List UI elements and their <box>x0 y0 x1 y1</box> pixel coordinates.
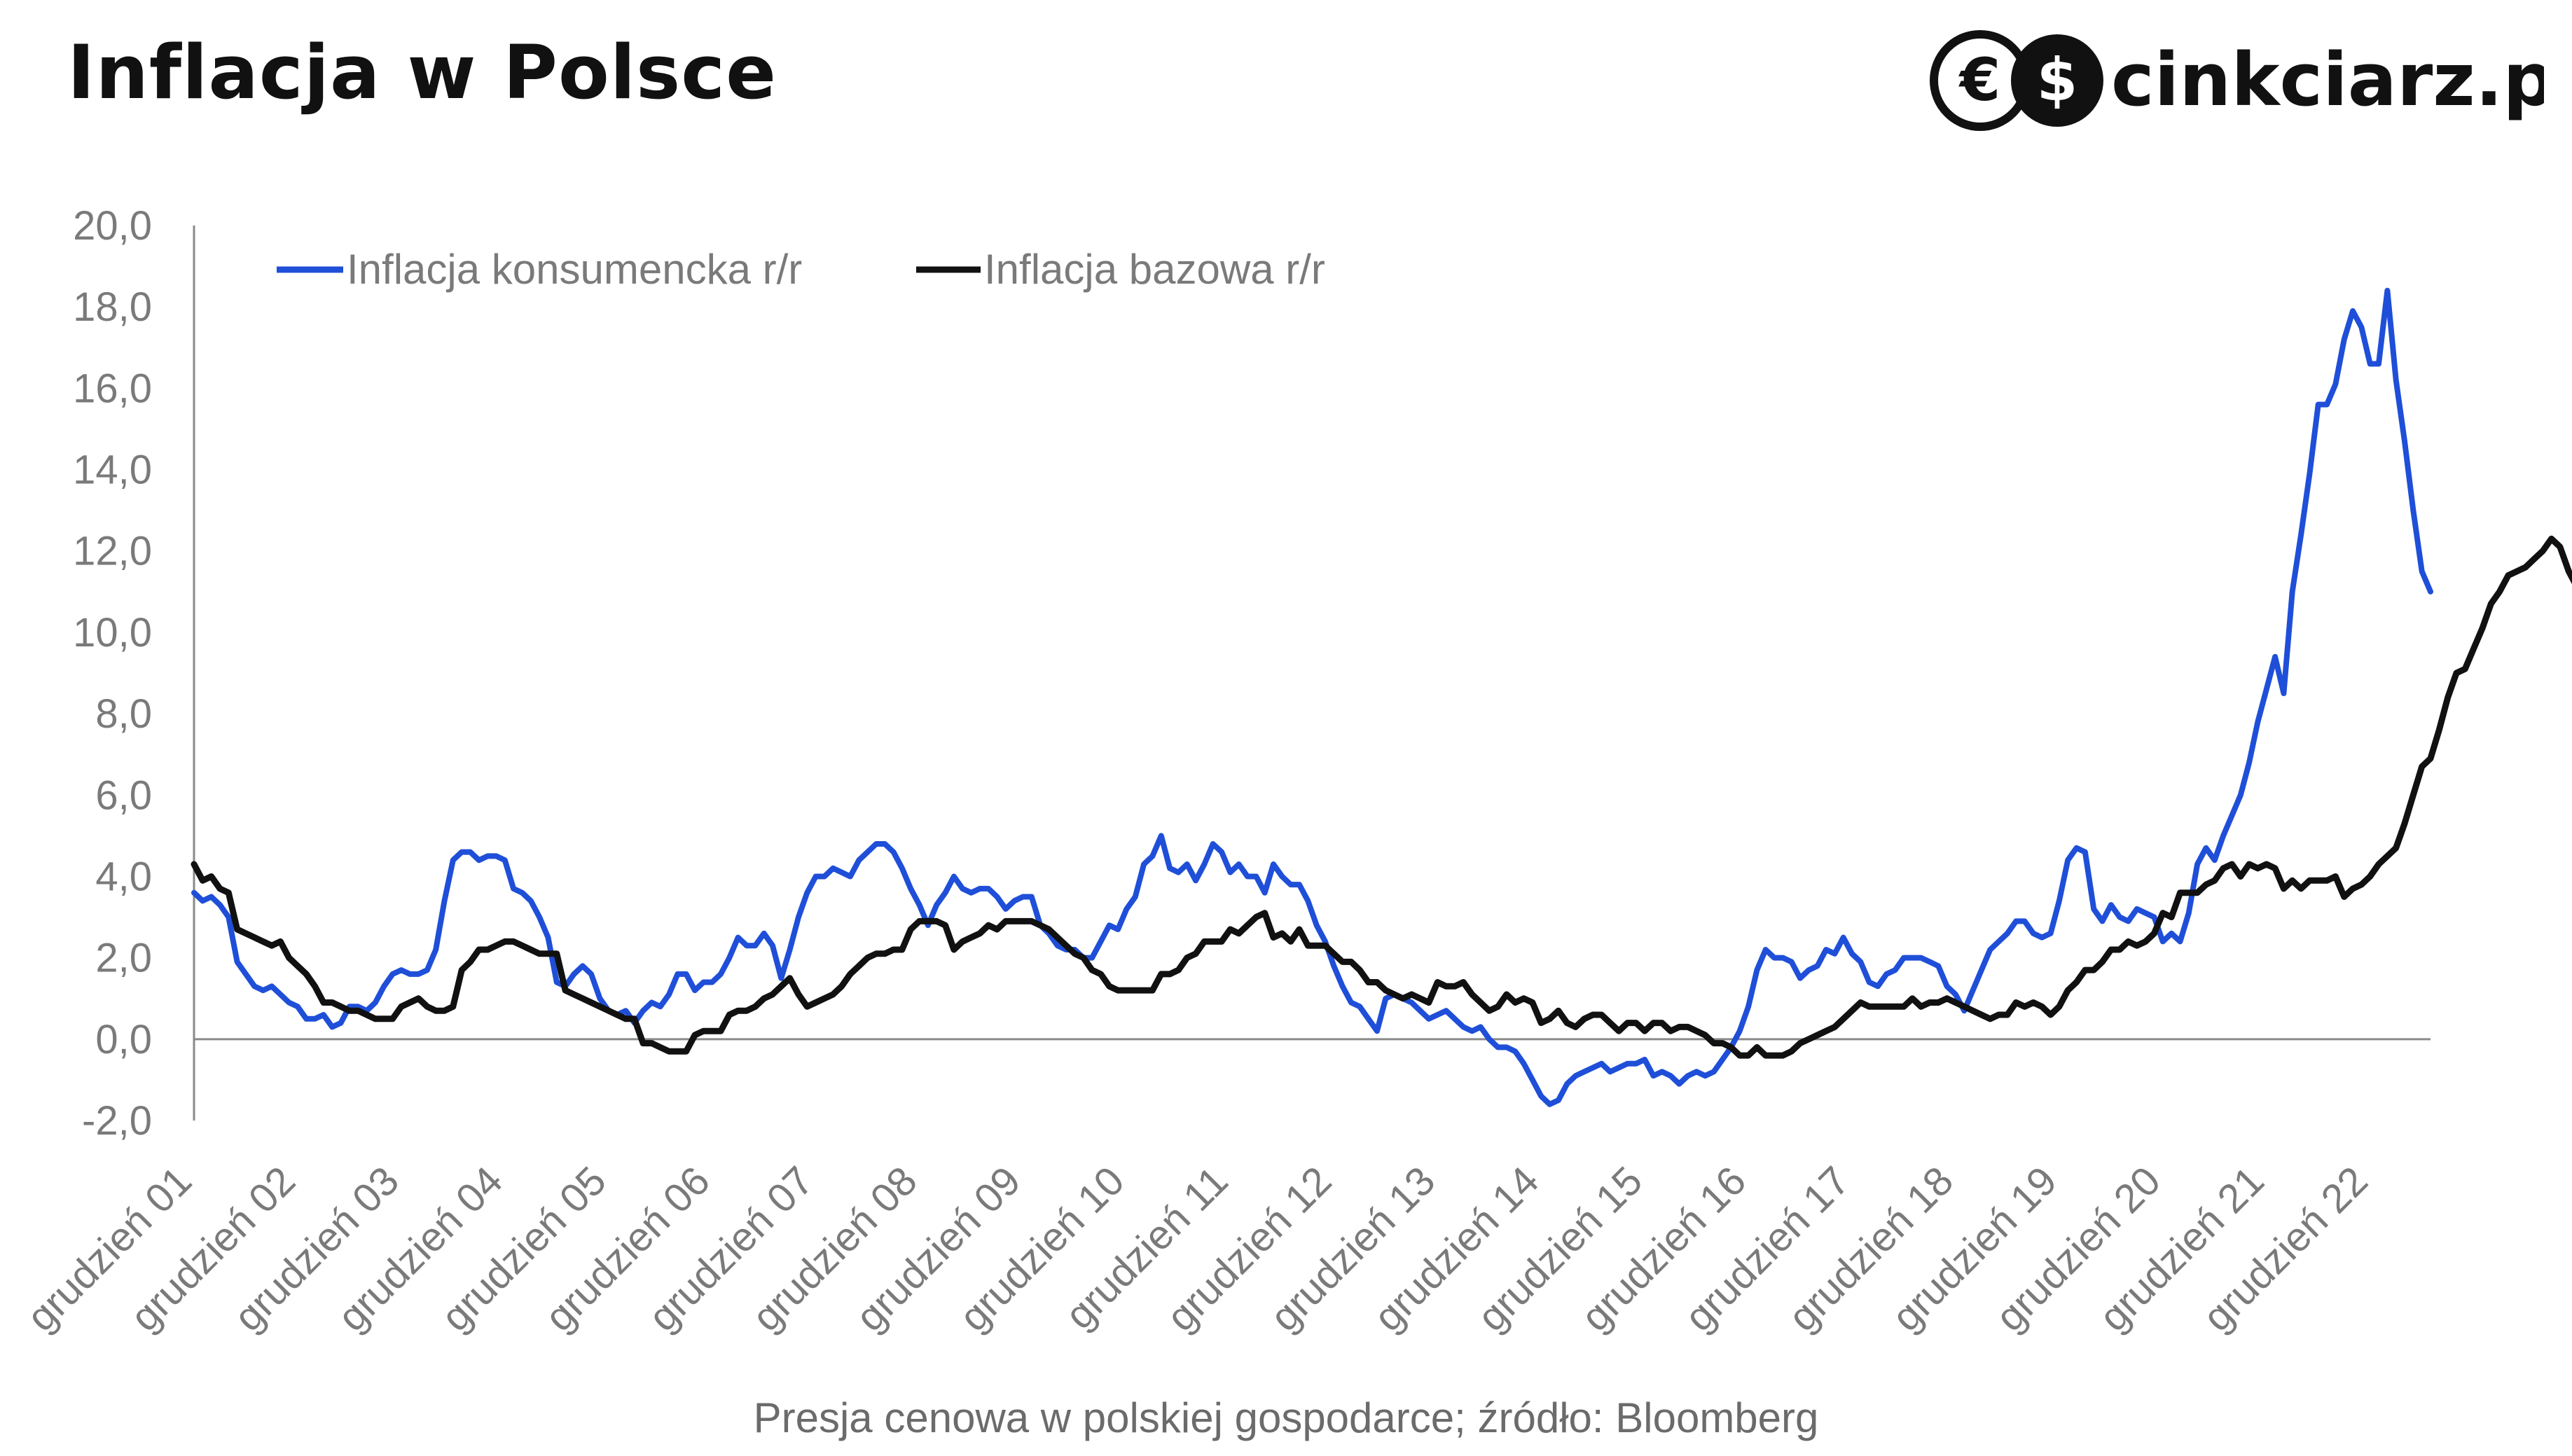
y-tick-label: 8,0 <box>95 691 152 737</box>
svg-text:$: $ <box>2037 46 2077 114</box>
svg-text:€: € <box>1958 46 2000 114</box>
logo-text: cinkciarz.pl <box>2111 37 2544 123</box>
legend: Inflacja konsumencka r/r Inflacja bazowa … <box>277 246 1325 293</box>
y-tick-label: 4,0 <box>95 854 152 899</box>
y-tick-label: 0,0 <box>95 1017 152 1062</box>
y-tick-label: 14,0 <box>73 448 152 493</box>
brand-logo: € $ cinkciarz.pl <box>1928 28 2572 137</box>
source-note: Presja cenowa w polskiej gospodarce; źró… <box>753 1394 1819 1441</box>
legend-label: Inflacja bazowa r/r <box>984 246 1325 293</box>
y-tick-label: -2,0 <box>82 1098 152 1144</box>
y-tick-label: 18,0 <box>73 284 152 330</box>
y-tick-label: 2,0 <box>95 936 152 981</box>
chart-series <box>191 287 2572 1107</box>
series-line-cpi <box>191 287 2433 1107</box>
series-line-core <box>191 535 2572 1059</box>
y-tick-label: 20,0 <box>73 203 152 249</box>
y-axis: 20,0 18,0 16,0 14,0 12,0 10,0 8,0 6,0 4,0 2,0 0,0 -… <box>73 203 195 1144</box>
y-tick-label: 10,0 <box>73 610 152 656</box>
y-tick-label: 12,0 <box>73 529 152 574</box>
y-tick-label: 6,0 <box>95 772 152 818</box>
dollar-icon: $ <box>2011 34 2103 127</box>
legend-label: Inflacja konsumencka r/r <box>347 246 802 293</box>
page-title: Inflacja w Polsce <box>67 29 777 116</box>
y-tick-label: 16,0 <box>73 366 152 411</box>
